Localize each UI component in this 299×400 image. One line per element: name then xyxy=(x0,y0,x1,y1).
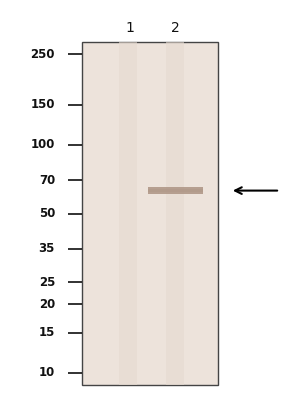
Text: 70: 70 xyxy=(39,174,55,187)
Text: 2: 2 xyxy=(171,21,179,35)
Text: 50: 50 xyxy=(39,207,55,220)
Text: 20: 20 xyxy=(39,298,55,311)
Bar xyxy=(166,42,184,385)
Text: 100: 100 xyxy=(30,138,55,151)
Text: 10: 10 xyxy=(39,366,55,380)
Bar xyxy=(82,42,218,385)
Text: 150: 150 xyxy=(30,98,55,111)
Text: 250: 250 xyxy=(30,48,55,60)
Text: 15: 15 xyxy=(39,326,55,339)
Text: 1: 1 xyxy=(126,21,135,35)
Bar xyxy=(119,42,137,385)
Text: 25: 25 xyxy=(39,276,55,289)
Bar xyxy=(147,187,202,194)
Bar xyxy=(147,189,202,192)
Text: 35: 35 xyxy=(39,242,55,255)
